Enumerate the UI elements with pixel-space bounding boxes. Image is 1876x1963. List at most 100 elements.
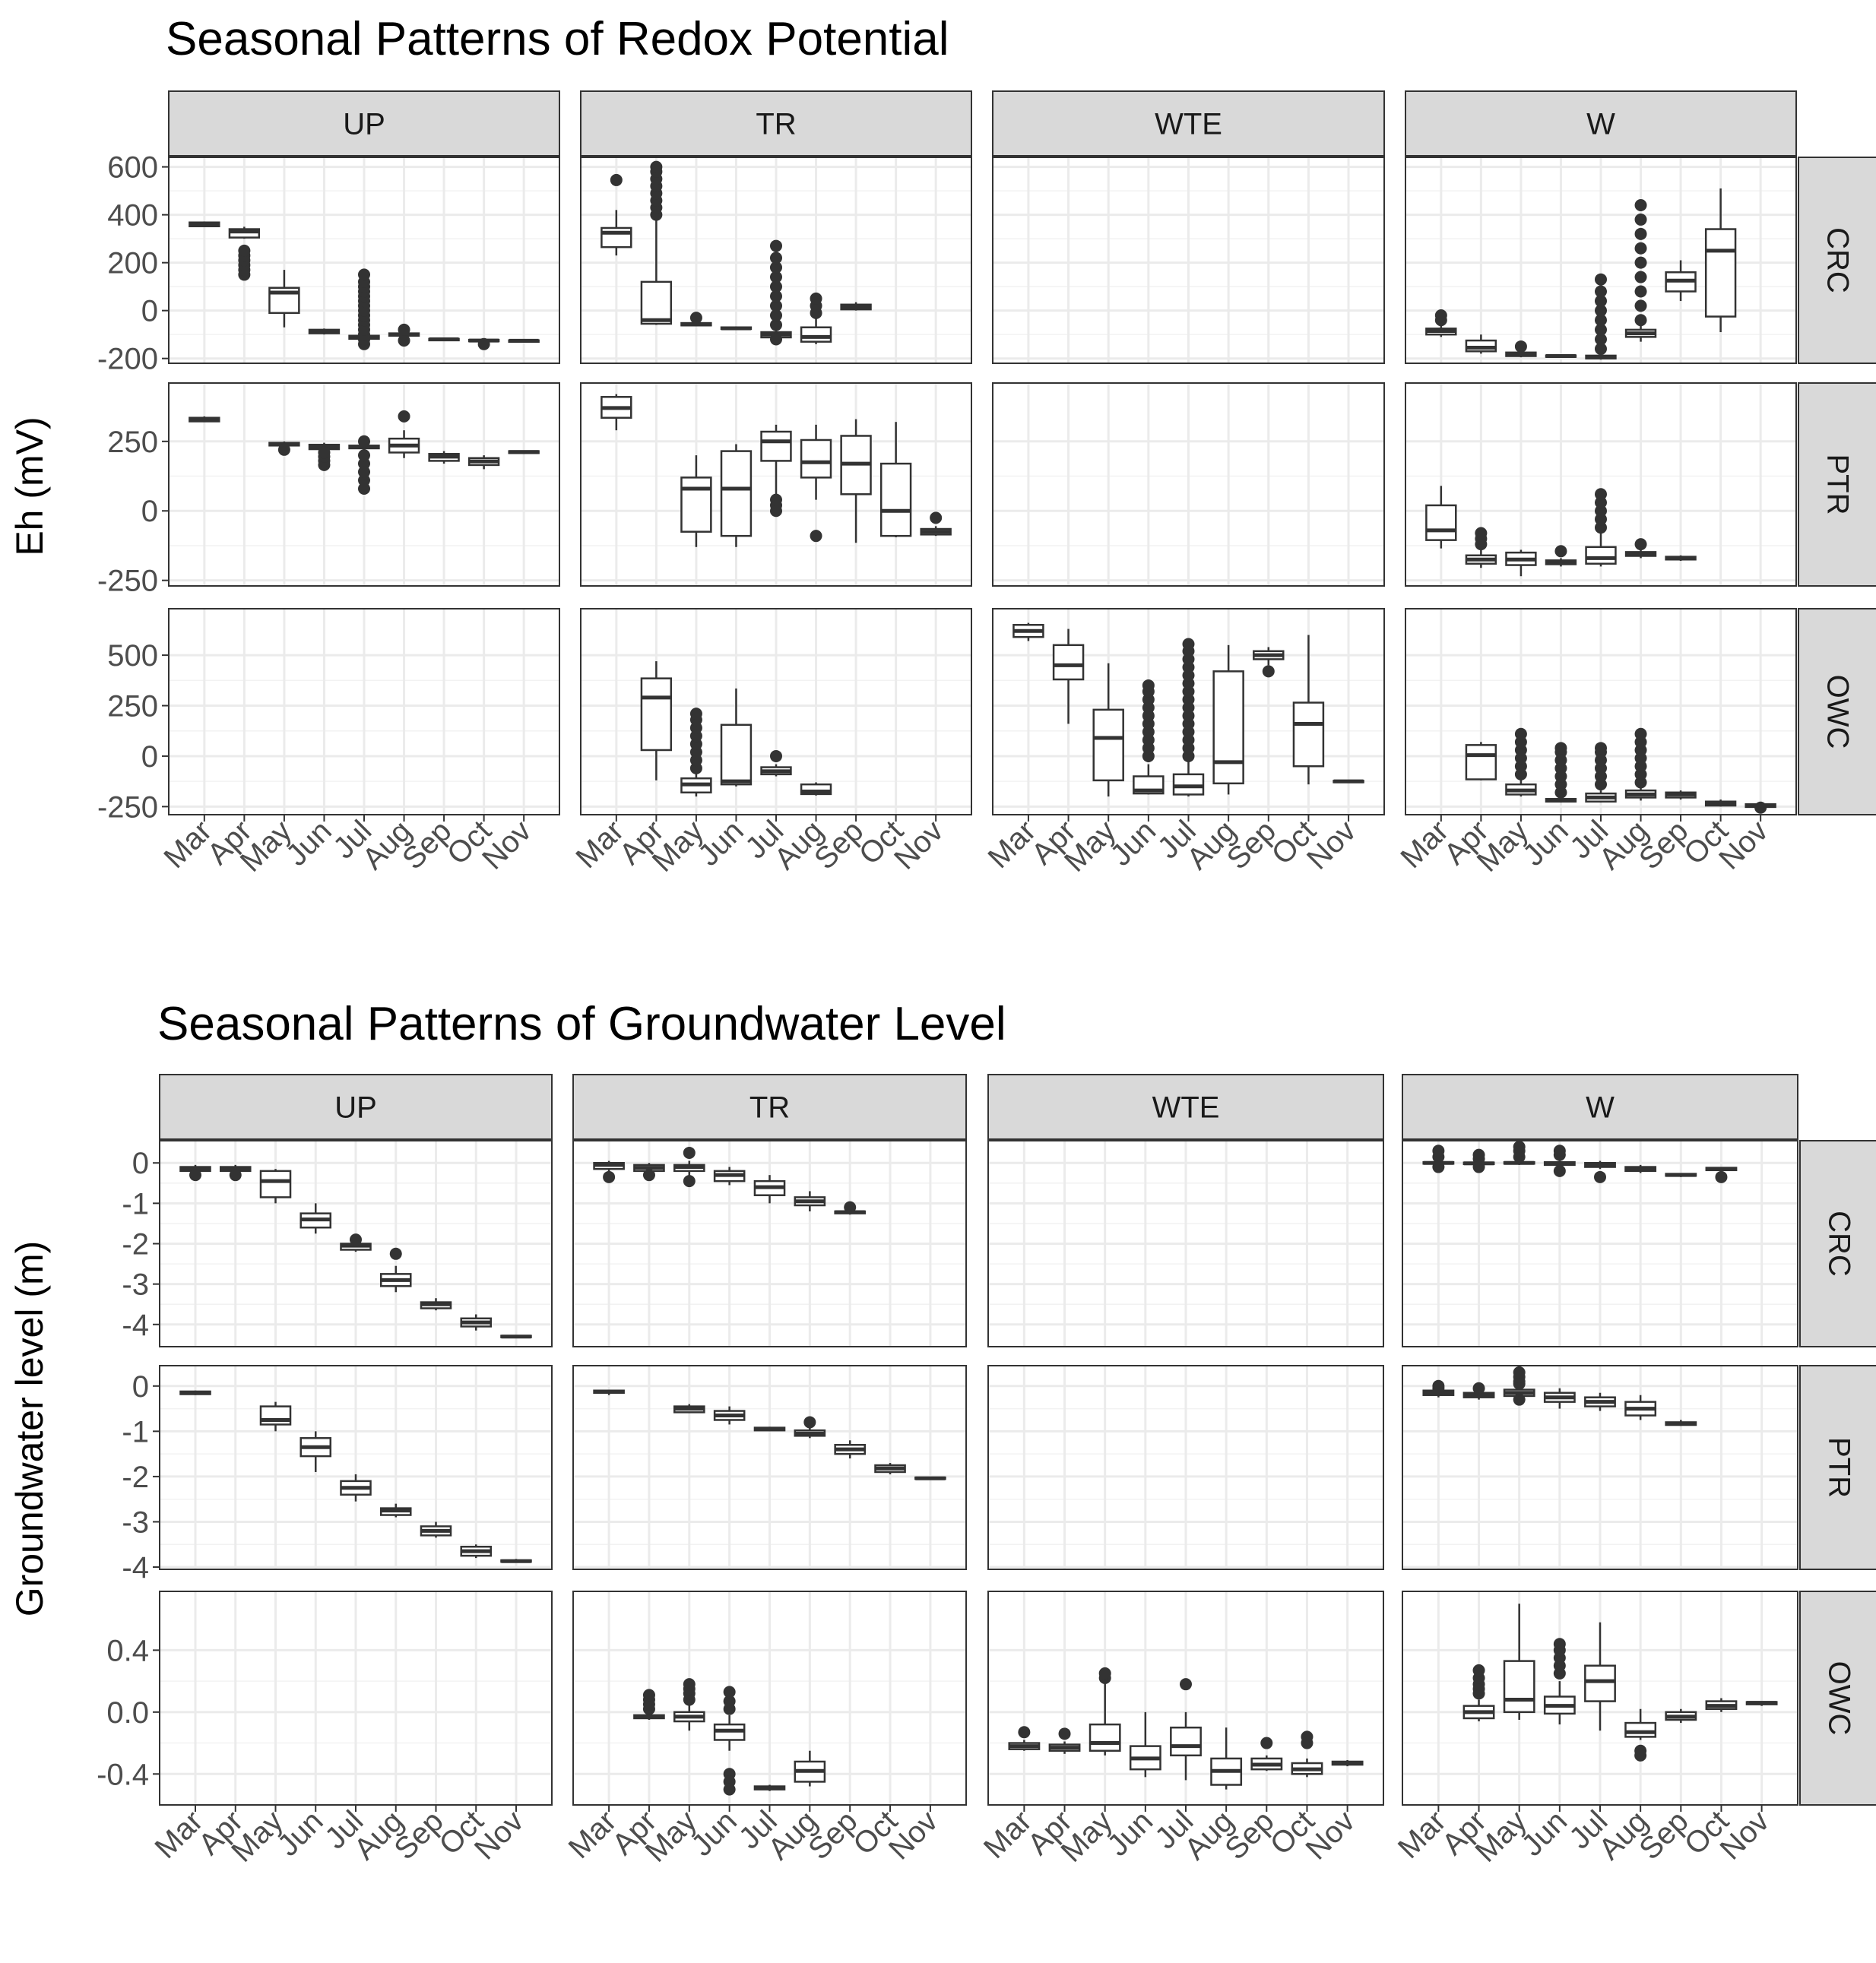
box-may: [259, 1169, 292, 1204]
outlier-point: [358, 474, 370, 487]
outlier-point: [389, 1247, 402, 1260]
box-aug: [800, 292, 832, 344]
facet-strip-w: [1405, 90, 1797, 157]
box-mar: [593, 1389, 625, 1395]
outlier-point: [358, 482, 370, 495]
outlier-point: [1472, 1148, 1485, 1161]
panel-border: [168, 157, 560, 364]
outlier-point: [1180, 1678, 1192, 1691]
panel-w-crc: [1402, 1140, 1798, 1347]
outlier-point: [1595, 304, 1607, 317]
box-mar: [593, 1160, 625, 1183]
panel-tr-crc: [572, 1140, 967, 1347]
box-iqr: [640, 677, 673, 752]
outlier-point: [1595, 742, 1607, 755]
box-apr: [633, 1689, 665, 1721]
box-apr: [1462, 1382, 1495, 1400]
panel-border: [572, 1140, 967, 1347]
outlier-point: [1595, 333, 1607, 346]
box-sep: [1665, 1420, 1697, 1426]
outlier-point: [1260, 1737, 1273, 1749]
box-mar: [1008, 1726, 1041, 1751]
outlier-point: [398, 323, 410, 336]
box-aug: [800, 782, 832, 796]
facet-strip-wte: [992, 90, 1385, 157]
box-sep: [1665, 260, 1697, 302]
facet-strip-tr: [580, 90, 972, 157]
outlier-point: [1018, 1726, 1031, 1739]
box-apr: [1465, 742, 1497, 780]
panel-border: [159, 1140, 553, 1347]
box-iqr: [1092, 708, 1124, 782]
box-aug: [388, 410, 420, 458]
outlier-point: [277, 443, 290, 456]
box-may: [1503, 1604, 1535, 1721]
box-oct: [467, 337, 500, 350]
outlier-point: [642, 1169, 655, 1182]
outlier-point: [770, 749, 782, 762]
facet-strip-crc: [1799, 1140, 1876, 1347]
box-apr: [1462, 1664, 1495, 1722]
box-apr: [633, 1163, 665, 1182]
box-sep: [420, 1521, 452, 1538]
outlier-point: [610, 173, 623, 186]
box-oct: [874, 1463, 906, 1474]
facet-row-label: PTR: [1821, 454, 1855, 515]
box-jun: [308, 328, 341, 335]
facet-strip-ptr: [1798, 382, 1876, 587]
box-may: [1505, 549, 1537, 577]
outlier-point: [1301, 1730, 1314, 1743]
box-jul: [753, 1784, 786, 1791]
box-aug: [1624, 1164, 1657, 1173]
box-iqr: [1704, 228, 1737, 318]
box-jul: [753, 1426, 786, 1432]
box-apr: [228, 226, 261, 281]
y-tick-label: 400: [107, 199, 158, 233]
box-jul: [348, 268, 380, 350]
box-may: [673, 1678, 705, 1731]
outlier-point: [1715, 1170, 1728, 1183]
outlier-point: [1182, 638, 1195, 651]
box-aug: [1624, 727, 1657, 801]
outlier-point: [1634, 285, 1647, 298]
outlier-point: [1595, 505, 1607, 518]
box-may: [680, 455, 712, 547]
box-jul: [348, 435, 380, 495]
outlier-point: [1553, 1638, 1566, 1651]
box-jul: [1585, 488, 1617, 567]
y-axis-label: Groundwater level (m): [8, 1241, 51, 1617]
outlier-point: [1142, 679, 1155, 692]
facet-strip-wte: [987, 1074, 1384, 1140]
facet-row-label: PTR: [1823, 1437, 1856, 1498]
facet-strip-tr: [572, 1074, 967, 1140]
y-axis-label: Eh (mV): [8, 416, 51, 556]
outlier-point: [683, 1175, 696, 1188]
panel-w-crc: [1405, 157, 1797, 364]
box-sep: [428, 337, 460, 342]
outlier-point: [398, 334, 410, 347]
outlier-point: [1634, 271, 1647, 283]
panel-wte-ptr: [987, 1365, 1384, 1570]
panel-border: [580, 157, 972, 364]
box-apr: [1048, 1727, 1081, 1754]
outlier-point: [689, 312, 702, 325]
box-iqr: [1624, 1721, 1657, 1738]
outlier-point: [1595, 273, 1607, 286]
box-may: [1089, 1667, 1121, 1756]
panel-border: [580, 382, 972, 587]
box-jun: [713, 1167, 746, 1186]
outlier-point: [770, 333, 782, 346]
facet-strip-label: UP: [334, 1091, 377, 1125]
box-iqr: [879, 462, 912, 537]
box-iqr: [1052, 644, 1085, 681]
box-jul: [1585, 742, 1617, 803]
outlier-point: [650, 160, 663, 173]
box-jul: [1585, 273, 1617, 360]
outlier-point: [1594, 1170, 1606, 1183]
outlier-point: [1514, 727, 1527, 740]
facet-strip-label: TR: [756, 108, 796, 141]
outlier-point: [1634, 227, 1647, 240]
panel-wte-crc: [992, 157, 1385, 364]
